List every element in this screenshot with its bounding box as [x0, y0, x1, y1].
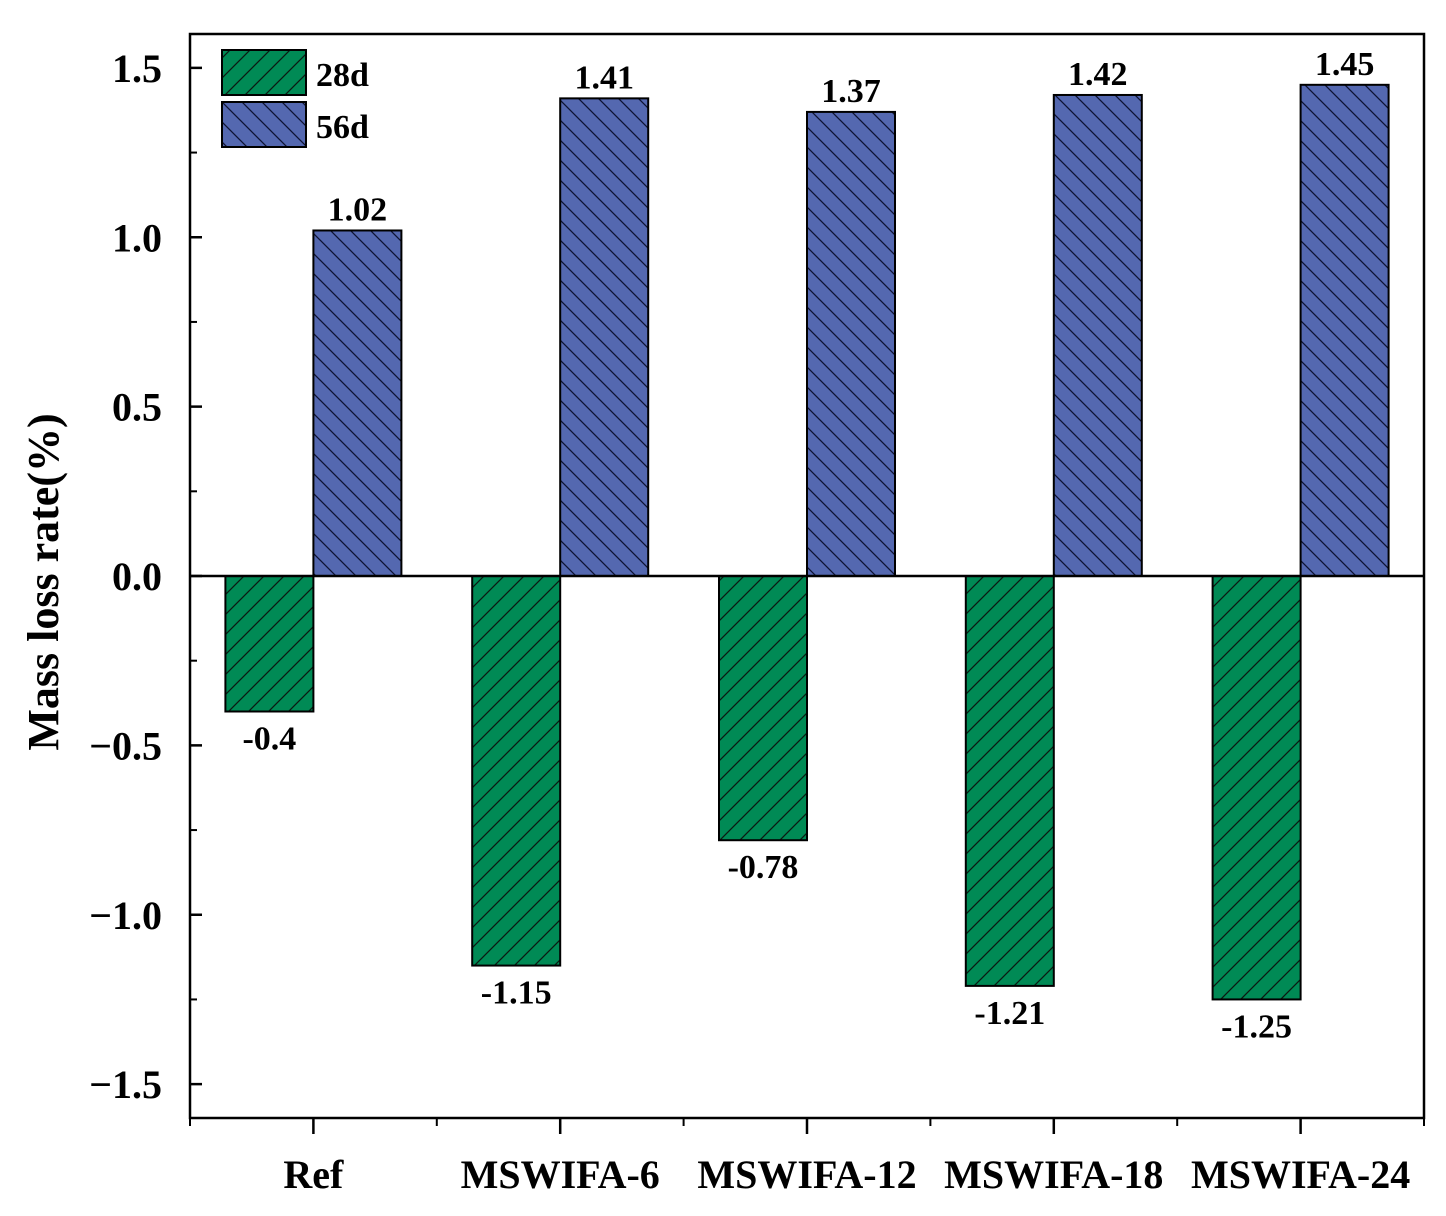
bar-56d-MSWIFA-12 — [806, 110, 896, 577]
axes-layer: 1.5 1.0 0.5 0.0 −0.5 −1.0 −1.5 Ref MSWIFA-6 MSWIF… — [89, 46, 1425, 1197]
y-tick-label: −1.0 — [89, 893, 162, 938]
bar-56d-MSWIFA-6 — [559, 97, 650, 578]
bar-28d-MSWIFA-12 — [718, 575, 808, 842]
data-label-28d-MSWIFA-18: -1.21 — [974, 995, 1045, 1032]
x-tick-label: MSWIFA-12 — [697, 1152, 916, 1197]
data-labels-layer: -0.4 -1.15 -0.78 -1.21 -1.25 1.02 1.41 1.37 1.42… — [242, 46, 1374, 1046]
legend-label-28d: 28d — [316, 57, 369, 94]
y-tick-label: 1.0 — [112, 215, 162, 260]
data-label-56d-MSWIFA-6: 1.41 — [574, 59, 634, 96]
data-label-56d-MSWIFA-24: 1.45 — [1315, 46, 1375, 83]
data-label-56d-MSWIFA-18: 1.42 — [1068, 56, 1128, 93]
y-tick-label: 0.5 — [112, 385, 162, 430]
y-tick-label: 0.0 — [112, 554, 162, 599]
data-label-28d-MSWIFA-12: -0.78 — [728, 849, 799, 886]
bar-28d-MSWIFA-6 — [471, 575, 562, 967]
x-tick-label: MSWIFA-24 — [1191, 1152, 1410, 1197]
bar-56d-MSWIFA-24 — [1299, 83, 1390, 577]
y-tick-label: −1.5 — [89, 1062, 162, 1107]
legend-swatch-28d — [221, 49, 307, 96]
data-label-56d-Ref: 1.02 — [328, 191, 388, 228]
legend-swatch-56d — [221, 101, 307, 148]
bar-28d-MSWIFA-24 — [1211, 575, 1302, 1001]
bar-56d-MSWIFA-18 — [1052, 93, 1143, 577]
y-tick-label: −0.5 — [89, 723, 162, 768]
y-tick-label: 1.5 — [112, 46, 162, 91]
y-axis-label: Mass loss rate(%) — [19, 413, 68, 750]
data-label-28d-Ref: -0.4 — [242, 721, 296, 758]
bar-28d-Ref — [224, 575, 315, 713]
x-tick-label: MSWIFA-6 — [461, 1152, 660, 1197]
x-tick-label: MSWIFA-18 — [944, 1152, 1163, 1197]
data-label-56d-MSWIFA-12: 1.37 — [821, 73, 881, 110]
bars-layer — [224, 83, 1390, 1001]
x-tick-label: Ref — [283, 1152, 344, 1197]
legend: 28d 56d — [221, 49, 369, 148]
bar-28d-MSWIFA-18 — [964, 575, 1055, 987]
data-label-28d-MSWIFA-6: -1.15 — [481, 975, 552, 1012]
data-label-28d-MSWIFA-24: -1.25 — [1221, 1008, 1292, 1045]
bar-56d-Ref — [312, 229, 403, 577]
legend-label-56d: 56d — [316, 109, 369, 146]
